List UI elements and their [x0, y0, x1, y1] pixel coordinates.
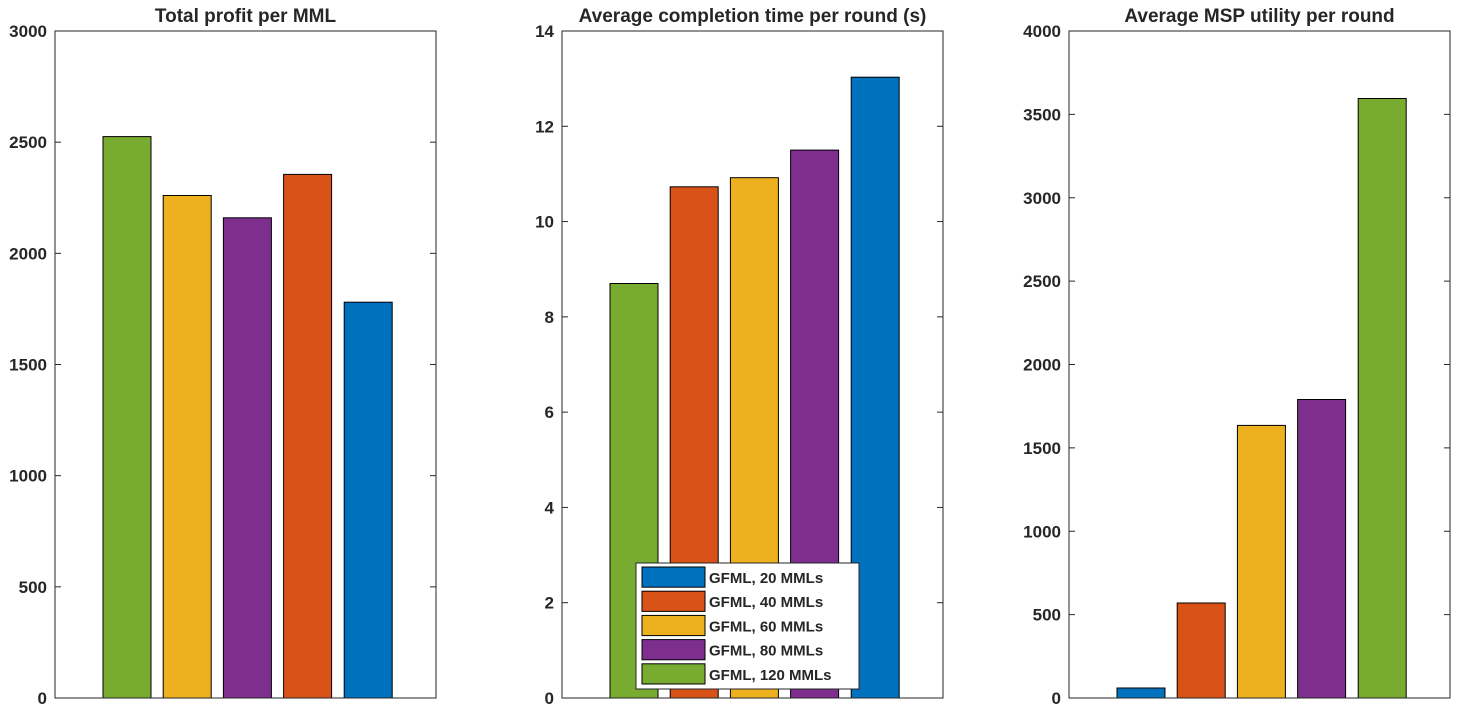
- y-tick-label: 4000: [1023, 22, 1061, 41]
- y-tick-label: 1000: [1023, 522, 1061, 541]
- chart-title: Average MSP utility per round: [1124, 6, 1394, 27]
- legend-label: GFML, 60 MMLs: [709, 618, 823, 635]
- y-tick-label: 1500: [1023, 439, 1061, 458]
- bar-gfml-80-mmls: [222, 217, 272, 699]
- legend-label: GFML, 40 MMLs: [709, 594, 823, 611]
- bar-gfml-40-mmls: [283, 173, 333, 699]
- legend-label: GFML, 20 MMLs: [709, 570, 823, 587]
- bar-gfml-40-mmls: [1176, 602, 1226, 699]
- legend-swatch: [641, 663, 706, 685]
- y-tick-label: 0: [545, 689, 554, 708]
- y-tick-label: 3000: [1023, 189, 1061, 208]
- axes-box: [561, 30, 944, 699]
- y-tick-label: 3500: [1023, 105, 1061, 124]
- y-tick-label: 500: [19, 578, 47, 597]
- y-tick-label: 6: [545, 403, 554, 422]
- legend-swatch: [641, 614, 706, 637]
- bar-gfml-80-mmls: [1297, 399, 1347, 699]
- bar-gfml-60-mmls: [162, 195, 212, 699]
- legend-swatch: [641, 566, 706, 588]
- legend: GFML, 20 MMLs GFML, 40 MMLs GFML, 60 MMLs G…: [635, 562, 860, 690]
- chart-panel-2: 0 2 4 6 8 10 12 14 Average completion time per r…: [535, 6, 944, 708]
- y-tick-label: 2500: [9, 133, 47, 152]
- y-tick-label: 3000: [9, 22, 47, 41]
- y-tick-label: 0: [38, 689, 47, 708]
- bar-gfml-60-mmls: [1236, 424, 1286, 699]
- y-tick-label: 1000: [9, 467, 47, 486]
- y-tick-label: 0: [1052, 689, 1061, 708]
- legend-swatch: [641, 590, 706, 612]
- y-tick-label: 10: [535, 213, 554, 232]
- y-tick-label: 14: [535, 22, 554, 41]
- y-tick-label: 2500: [1023, 272, 1061, 291]
- legend-label: GFML, 80 MMLs: [709, 643, 823, 660]
- chart-title: Average completion time per round (s): [579, 6, 927, 27]
- legend-label: GFML, 120 MMLs: [709, 667, 832, 684]
- chart-panel-3: 0 500 1000 1500 2000 2500 3000 3500 4000 Average …: [1023, 6, 1451, 708]
- y-tick-label: 2: [545, 594, 554, 613]
- y-tick-label: 500: [1033, 606, 1061, 625]
- y-tick-label: 4: [545, 498, 555, 517]
- bar-gfml-20-mmls: [1116, 687, 1166, 699]
- bar-gfml-20-mmls: [343, 301, 393, 699]
- chart-panel-1: 0 500 1000 1500 2000 2500 3000 Total profit per…: [9, 6, 437, 708]
- y-tick-label: 12: [535, 117, 554, 136]
- y-tick-label: 2000: [9, 244, 47, 263]
- bar-gfml-120-mmls: [102, 136, 152, 699]
- bar-gfml-120-mmls: [1357, 98, 1407, 699]
- chart-title: Total profit per MML: [155, 6, 337, 27]
- y-tick-label: 2000: [1023, 356, 1061, 375]
- legend-swatch: [641, 639, 706, 661]
- y-tick-label: 1500: [9, 356, 47, 375]
- y-tick-label: 8: [545, 308, 554, 327]
